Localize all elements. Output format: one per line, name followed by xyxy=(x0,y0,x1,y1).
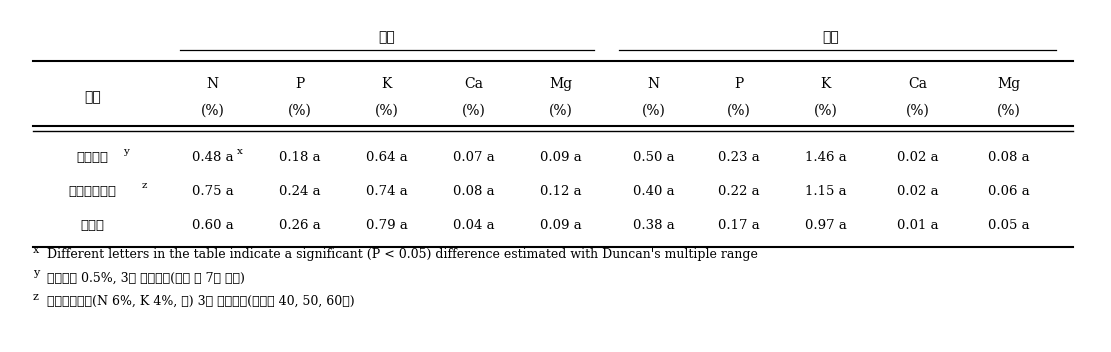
Text: 0.18 a: 0.18 a xyxy=(279,151,320,164)
Text: x: x xyxy=(237,147,242,156)
Text: 0.22 a: 0.22 a xyxy=(718,185,759,198)
Text: 0.74 a: 0.74 a xyxy=(366,185,408,198)
Text: 0.06 a: 0.06 a xyxy=(988,185,1029,198)
Text: Ca: Ca xyxy=(464,77,483,91)
Text: 0.38 a: 0.38 a xyxy=(632,220,674,232)
Text: 0.24 a: 0.24 a xyxy=(279,185,320,198)
Text: 0.79 a: 0.79 a xyxy=(366,220,408,232)
Text: 0.04 a: 0.04 a xyxy=(453,220,494,232)
Text: K: K xyxy=(820,77,831,91)
Text: 아미노산제재: 아미노산제재 xyxy=(69,185,117,198)
Text: 0.23 a: 0.23 a xyxy=(718,151,759,164)
Text: (%): (%) xyxy=(462,104,486,118)
Text: 0.08 a: 0.08 a xyxy=(453,185,494,198)
Text: 0.01 a: 0.01 a xyxy=(898,220,939,232)
Text: (%): (%) xyxy=(549,104,573,118)
Text: (%): (%) xyxy=(374,104,399,118)
Text: 1.15 a: 1.15 a xyxy=(804,185,847,198)
Text: 0.12 a: 0.12 a xyxy=(540,185,582,198)
Text: 0.09 a: 0.09 a xyxy=(540,151,582,164)
Text: 0.17 a: 0.17 a xyxy=(718,220,759,232)
Text: y: y xyxy=(123,147,129,156)
Text: Mg: Mg xyxy=(997,77,1020,91)
Text: (%): (%) xyxy=(907,104,930,118)
Text: 0.09 a: 0.09 a xyxy=(540,220,582,232)
Text: (%): (%) xyxy=(641,104,665,118)
Text: 0.97 a: 0.97 a xyxy=(804,220,847,232)
Text: (%): (%) xyxy=(997,104,1020,118)
Text: 0.08 a: 0.08 a xyxy=(988,151,1029,164)
Text: 0.40 a: 0.40 a xyxy=(632,185,674,198)
Text: x: x xyxy=(33,245,39,255)
Text: N: N xyxy=(207,77,219,91)
Text: 무처리: 무처리 xyxy=(81,220,104,232)
Text: (%): (%) xyxy=(727,104,750,118)
Text: 과육: 과육 xyxy=(822,30,839,44)
Text: 0.50 a: 0.50 a xyxy=(632,151,674,164)
Text: 0.07 a: 0.07 a xyxy=(453,151,494,164)
Text: 0.48 a: 0.48 a xyxy=(192,151,233,164)
Text: z: z xyxy=(33,292,39,302)
Text: (%): (%) xyxy=(201,104,224,118)
Text: Different letters in the table indicate a significant (P < 0.05) difference esti: Different letters in the table indicate … xyxy=(47,248,758,261)
Text: (%): (%) xyxy=(813,104,838,118)
Text: 1.46 a: 1.46 a xyxy=(804,151,847,164)
Text: 0.05 a: 0.05 a xyxy=(988,220,1029,232)
Text: Ca: Ca xyxy=(909,77,928,91)
Text: P: P xyxy=(733,77,743,91)
Text: Mg: Mg xyxy=(549,77,572,91)
Text: 염화칼슘 0.5%, 3회 엽면살포(적과 후 7일 간격): 염화칼슘 0.5%, 3회 엽면살포(적과 후 7일 간격) xyxy=(47,271,244,284)
Text: P: P xyxy=(296,77,304,91)
Text: 과피: 과피 xyxy=(379,30,396,44)
Text: N: N xyxy=(648,77,660,91)
Text: 0.02 a: 0.02 a xyxy=(898,185,939,198)
Text: 0.64 a: 0.64 a xyxy=(366,151,408,164)
Text: y: y xyxy=(33,268,39,278)
Text: K: K xyxy=(381,77,392,91)
Text: 0.02 a: 0.02 a xyxy=(898,151,939,164)
Text: 0.26 a: 0.26 a xyxy=(279,220,320,232)
Text: (%): (%) xyxy=(288,104,311,118)
Text: 처리: 처리 xyxy=(84,90,101,104)
Text: 아미노산제재(N 6%, K 4%, 등) 3회 엽면살포(만개후 40, 50, 60일): 아미노산제재(N 6%, K 4%, 등) 3회 엽면살포(만개후 40, 50… xyxy=(47,295,354,308)
Text: 0.75 a: 0.75 a xyxy=(192,185,233,198)
Text: 0.60 a: 0.60 a xyxy=(192,220,233,232)
Text: z: z xyxy=(142,181,148,190)
Text: 염화칼슘: 염화칼슘 xyxy=(77,151,109,164)
